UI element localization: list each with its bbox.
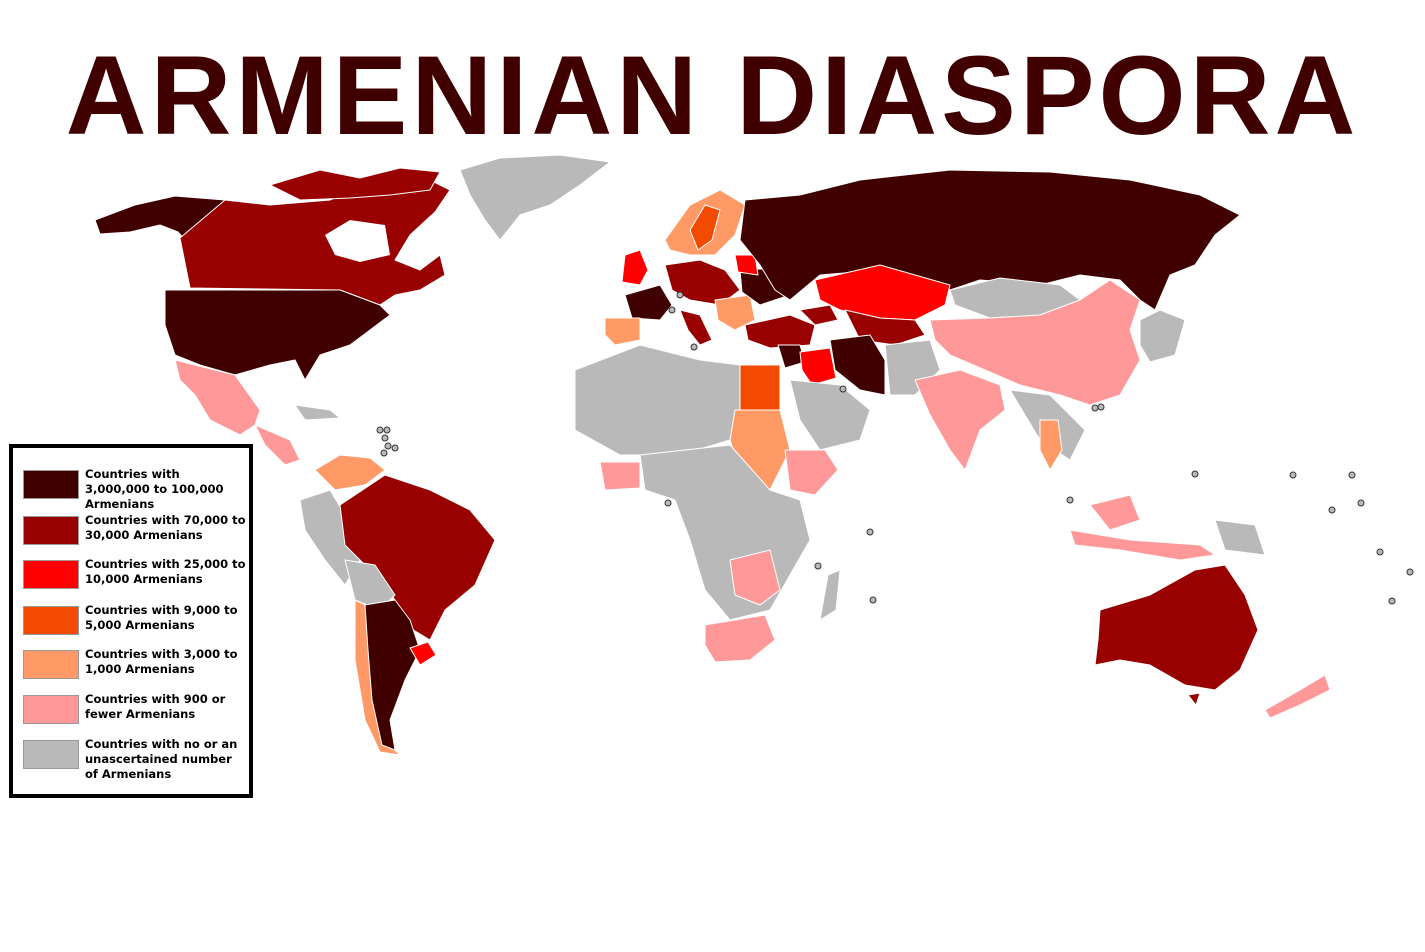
region-thailand: [1039, 419, 1063, 471]
legend-label: Countries with 25,000 to 10,000 Armenian…: [85, 557, 246, 586]
legend-item: Countries with 25,000 to 10,000 Armenian…: [23, 554, 246, 594]
legend-item: Countries with no or an unascertained nu…: [23, 734, 245, 781]
region-hudson-bay: [325, 220, 390, 262]
legend-swatch: [23, 695, 79, 724]
small-country-marker: [664, 499, 672, 507]
small-country-marker: [1406, 568, 1414, 576]
legend-label: Countries with 3,000,000 to 100,000 Arme…: [85, 467, 224, 511]
legend-item: Countries with 3,000 to 1,000 Armenians: [23, 644, 245, 684]
legend-item: Countries with 900 or fewer Armenians: [23, 689, 245, 729]
region-colombia-venezuela: [314, 454, 386, 491]
small-country-marker: [1348, 471, 1356, 479]
small-country-marker: [1388, 597, 1396, 605]
region-iberia: [604, 317, 641, 346]
small-country-marker: [1066, 496, 1074, 504]
small-country-marker: [383, 426, 391, 434]
small-country-marker: [376, 426, 384, 434]
small-country-marker: [1091, 404, 1099, 412]
region-south-africa: [704, 614, 776, 663]
region-zambia-zimbabwe: [729, 549, 781, 606]
region-egypt: [739, 364, 781, 411]
region-canada-arctic: [269, 167, 441, 201]
region-uk: [621, 249, 649, 286]
small-country-marker: [869, 596, 877, 604]
legend-label: Countries with 70,000 to 30,000 Armenian…: [85, 513, 246, 542]
region-north-africa: [574, 344, 741, 456]
region-borneo: [1089, 494, 1141, 531]
region-tasmania: [1187, 692, 1201, 706]
small-country-marker: [690, 343, 698, 351]
region-iran: [829, 334, 886, 396]
legend: Countries with 3,000,000 to 100,000 Arme…: [9, 444, 253, 798]
small-country-marker: [668, 306, 676, 314]
region-papua: [1214, 519, 1266, 556]
small-country-marker: [380, 449, 388, 457]
region-turkey: [744, 314, 816, 349]
region-sweden: [689, 204, 721, 251]
small-country-marker: [814, 562, 822, 570]
legend-swatch: [23, 606, 79, 635]
region-central-america: [254, 424, 301, 466]
region-central-africa: [639, 444, 811, 621]
small-country-marker: [1376, 548, 1384, 556]
small-country-marker: [1097, 403, 1105, 411]
legend-swatch: [23, 516, 79, 545]
region-indonesia: [1069, 529, 1216, 561]
legend-swatch: [23, 650, 79, 679]
region-greenland: [459, 154, 611, 241]
legend-swatch: [23, 740, 79, 769]
map-title: ARMENIAN DIASPORA: [65, 33, 1360, 158]
legend-item: Countries with 70,000 to 30,000 Armenian…: [23, 510, 246, 550]
small-country-marker: [391, 444, 399, 452]
world-map: [94, 154, 1414, 756]
region-arabia: [789, 379, 871, 451]
region-mexico: [174, 359, 261, 436]
legend-label: Countries with 3,000 to 1,000 Armenians: [85, 647, 238, 676]
legend-label: Countries with 9,000 to 5,000 Armenians: [85, 603, 238, 632]
region-uruguay: [409, 641, 437, 666]
region-ethiopia: [784, 449, 839, 496]
region-west-africa: [599, 461, 641, 491]
legend-swatch: [23, 560, 79, 589]
region-iraq: [799, 347, 837, 386]
small-country-marker: [839, 385, 847, 393]
small-country-marker: [381, 434, 389, 442]
region-usa: [164, 289, 391, 381]
legend-item: Countries with 3,000,000 to 100,000 Arme…: [23, 464, 245, 511]
legend-label: Countries with no or an unascertained nu…: [85, 737, 238, 781]
region-argentina: [364, 599, 421, 751]
region-caucasus: [799, 304, 839, 326]
region-korea-japan: [1139, 309, 1186, 363]
small-country-marker: [1289, 471, 1297, 479]
small-country-marker: [1191, 470, 1199, 478]
small-country-marker: [676, 291, 684, 299]
region-caribbean: [294, 404, 341, 421]
legend-item: Countries with 9,000 to 5,000 Armenians: [23, 600, 245, 640]
region-china: [929, 279, 1141, 406]
legend-swatch: [23, 470, 79, 499]
small-country-marker: [1357, 499, 1365, 507]
region-australia: [1094, 564, 1259, 691]
region-india: [914, 369, 1006, 471]
region-italy: [679, 309, 713, 346]
small-country-marker: [866, 528, 874, 536]
small-country-marker: [1328, 506, 1336, 514]
small-country-marker: [384, 442, 392, 450]
legend-label: Countries with 900 or fewer Armenians: [85, 692, 226, 721]
region-france: [624, 284, 673, 321]
region-new-zealand: [1264, 674, 1331, 719]
region-madagascar: [819, 569, 841, 621]
region-baltic: [734, 254, 759, 276]
